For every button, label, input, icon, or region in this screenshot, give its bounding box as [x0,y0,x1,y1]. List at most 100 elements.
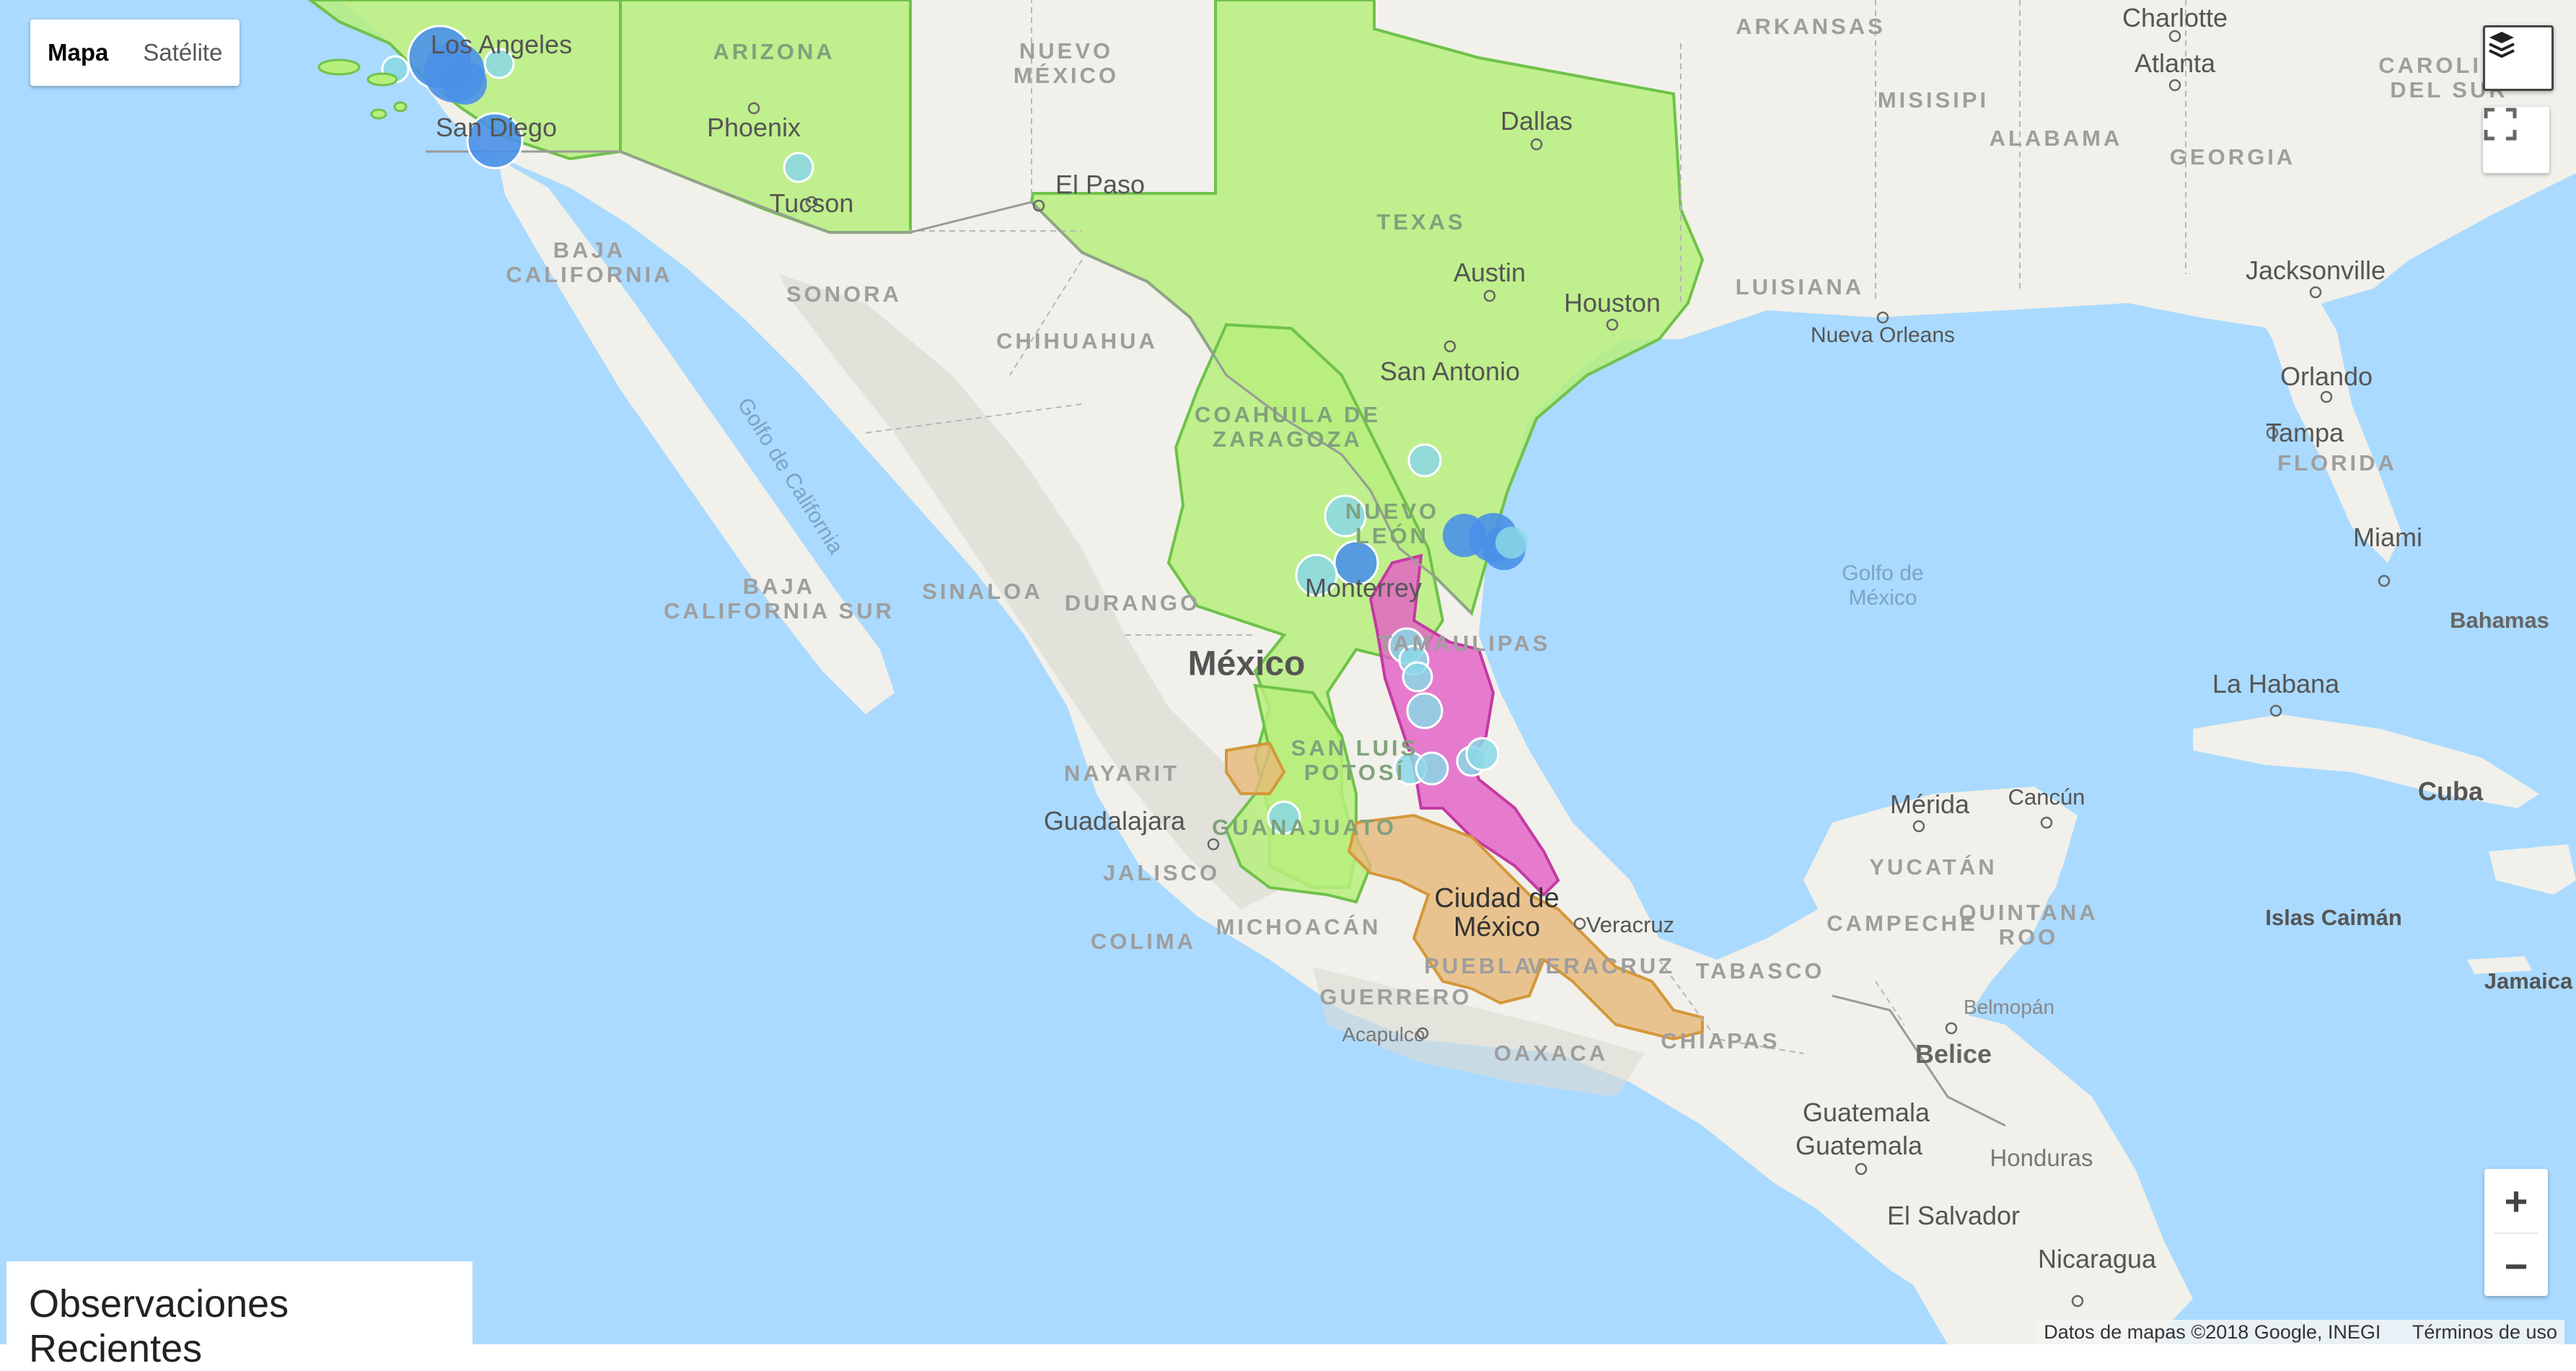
label-jamaica: Jamaica [2484,968,2573,994]
label-honduras: Honduras [1990,1144,2093,1171]
label-oaxaca: OAXACA [1493,1041,1609,1066]
label-coahuila: COAHUILA DE ZARAGOZA [1194,402,1381,452]
map-type-map-button[interactable]: Mapa [48,39,109,66]
zoom-control: + − [2484,1169,2548,1296]
channel-islands [317,58,408,120]
label-michoacan: MICHOACÁN [1216,914,1381,939]
label-bahamas: Bahamas [2450,608,2549,633]
label-colima: COLIMA [1090,929,1197,954]
label-puebla: PUEBLA [1424,953,1534,978]
label-sonora: SONORA [786,281,902,307]
label-nicaragua: Nicaragua [2037,1244,2157,1274]
label-islas-caiman: Islas Caimán [2265,905,2402,930]
label-texas: TEXAS [1376,209,1466,235]
label-guatemala-region: Guatemala [1802,1098,1930,1127]
city-jacksonville: Jacksonville [2245,255,2386,285]
label-guerrero: GUERRERO [1319,984,1472,1009]
label-nuevo-leon: NUEVO LEÓN [1345,499,1440,548]
fullscreen-icon [2484,108,2517,141]
city-san-antonio: San Antonio [1379,356,1521,386]
city-nueva-orleans: Nueva Orleans [1810,323,1956,347]
city-monterrey: Monterrey [1304,573,1423,603]
label-jalisco: JALISCO [1102,860,1221,885]
city-los-angeles: Los Angeles [430,30,573,59]
label-arizona: ARIZONA [713,39,835,64]
city-dots [747,30,2391,1308]
label-misisipi: MISISIPI [1877,87,1990,113]
land-central-america [1760,996,2193,1344]
land-hispaniola [2489,844,2576,895]
city-atlanta: Atlanta [2134,48,2216,78]
land-jamaica [2467,956,2532,974]
land-baja-california [498,159,894,714]
city-tucson: Tucson [769,188,854,218]
label-baja-california: BAJA CALIFORNIA [506,237,673,287]
layers-button[interactable] [2483,25,2554,91]
label-mexico: México [1187,644,1306,683]
label-belice: Belice [1915,1039,1992,1069]
city-el-paso: El Paso [1055,170,1146,199]
label-florida: FLORIDA [2277,450,2397,476]
label-quintana-roo: QUINTANA ROO [1959,900,2098,950]
zoom-in-button[interactable]: + [2504,1178,2528,1224]
land-yucatan [1803,787,2078,981]
label-yucatan: YUCATÁN [1869,854,1997,880]
label-chihuahua: CHIHUAHUA [996,328,1158,354]
country-borders [426,150,2006,1127]
label-alabama: ALABAMA [1989,126,2123,151]
label-tamaulipas: TAMAULIPAS [1378,631,1551,656]
relief-south [1313,967,1645,1097]
label-golfo-mexico: Golfo de México [1842,561,1924,610]
terms-link[interactable]: Términos de uso [2412,1321,2557,1343]
label-tabasco: TABASCO [1695,958,1825,984]
city-charlotte: Charlotte [2122,3,2228,32]
recent-observations-panel: Observaciones Recientes [6,1261,472,1370]
zoom-out-button[interactable]: − [2504,1243,2528,1289]
range-hidalgo-veracruz [1347,813,1704,1041]
observation-markers [381,25,1527,835]
city-phoenix: Phoenix [706,113,801,142]
fullscreen-button[interactable] [2483,107,2549,173]
label-durango: DURANGO [1064,590,1201,616]
city-guadalajara: Guadalajara [1043,806,1186,836]
city-la-habana: La Habana [2212,669,2340,698]
range-slp-gto [1224,683,1373,904]
city-cancun: Cancún [2008,784,2085,810]
city-merida: Mérida [1889,789,1970,819]
map-attribution: Datos de mapas ©2018 Google, INEGI Térmi… [2036,1320,2564,1344]
label-san-luis: SAN LUIS POTOSÍ [1291,735,1419,785]
city-belmopan: Belmopán [1963,996,2055,1018]
label-sinaloa: SINALOA [922,579,1043,604]
state-borders [865,0,2186,1054]
label-veracruz-state: VERACRUZ [1527,953,1676,978]
city-orlando: Orlando [2280,362,2373,391]
zoom-divider [2494,1232,2538,1234]
land-florida [2243,281,2402,563]
attribution-data: Datos de mapas ©2018 Google, INEGI [2044,1321,2381,1343]
label-georgia: GEORGIA [2169,144,2296,170]
map-type-satellite-button[interactable]: Satélite [143,39,223,66]
panel-title: Observaciones Recientes [29,1282,289,1370]
label-arkansas: ARKANSAS [1736,14,1886,39]
range-jalisco-patch [1225,741,1286,795]
city-tampa: Tampa [2265,418,2344,447]
city-acapulco: Acapulco [1342,1023,1425,1046]
city-austin: Austin [1453,258,1526,287]
city-veracruz: Veracruz [1586,912,1675,937]
label-baja-california-sur: BAJA CALIFORNIA SUR [663,574,895,623]
label-chiapas: CHIAPAS [1661,1028,1780,1054]
city-san-diego: San Diego [435,113,558,142]
label-nuevo-mexico: NUEVO MÉXICO [1013,38,1120,88]
map-type-control: Mapa Satélite [30,19,240,86]
label-cuba: Cuba [2418,776,2483,806]
city-ciudad-mexico: Ciudad de México [1434,883,1560,942]
land-cuba [2193,714,2539,808]
layers-icon [2489,32,2515,58]
label-el-salvador: El Salvador [1886,1201,2021,1230]
city-dallas: Dallas [1500,106,1573,136]
city-houston: Houston [1563,288,1661,317]
label-campeche: CAMPECHE [1827,911,1978,936]
label-luisiana: LUISIANA [1735,274,1865,299]
